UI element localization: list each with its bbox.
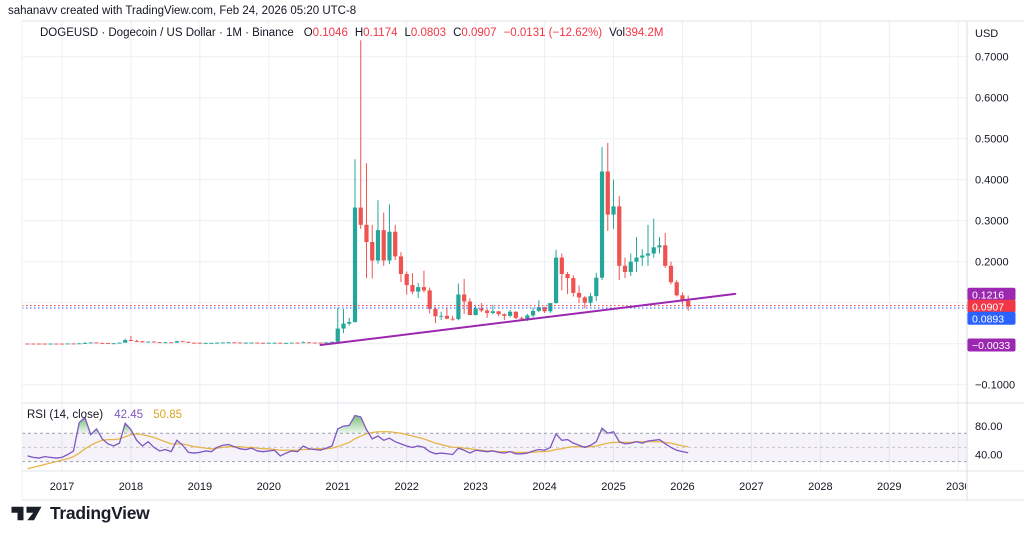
price-badge: 0.1216 (967, 287, 1016, 301)
symbol-title: DOGEUSD · Dogecoin / US Dollar · 1M · Bi… (40, 27, 294, 39)
rsi-ma-line (27, 431, 689, 470)
svg-text:2028: 2028 (808, 481, 832, 493)
svg-text:2022: 2022 (394, 481, 418, 493)
svg-text:2030: 2030 (946, 481, 970, 493)
svg-text:2020: 2020 (257, 481, 281, 493)
open-label: O (303, 27, 313, 39)
price-badge: −0.0033 (967, 338, 1016, 352)
volume-label: Vol (609, 27, 626, 39)
svg-text:2026: 2026 (670, 481, 694, 493)
trendline-drawing[interactable] (319, 292, 737, 347)
symbol-legend: DOGEUSD · Dogecoin / US Dollar · 1M · Bi… (40, 27, 670, 39)
svg-text:0.2000: 0.2000 (975, 257, 1009, 269)
ohlc-high: H0.1174 (355, 27, 398, 39)
high-label: H (354, 27, 364, 39)
price-axis-currency: USD (975, 28, 998, 40)
svg-text:−0.1000: −0.1000 (975, 380, 1015, 392)
open-value: 0.1046 (312, 27, 348, 39)
svg-text:2024: 2024 (532, 481, 556, 493)
svg-text:0.5000: 0.5000 (975, 134, 1009, 146)
svg-text:2027: 2027 (739, 481, 763, 493)
svg-text:0.4000: 0.4000 (975, 175, 1009, 187)
svg-text:0.6000: 0.6000 (975, 93, 1009, 105)
grid-lines (22, 21, 967, 471)
close-value: 0.0907 (461, 27, 497, 39)
volume: Vol394.2M (609, 27, 663, 39)
svg-text:2017: 2017 (50, 481, 74, 493)
price-lines (22, 305, 967, 309)
rsi-line (27, 414, 689, 459)
attribution-text: sahanavv created with TradingView.com, F… (8, 5, 357, 17)
rsi-title: RSI (14, close) (27, 409, 104, 421)
ohlc-open: O0.1046 (304, 27, 348, 39)
tradingview-logo-text: TradingView (50, 503, 150, 523)
rsi-legend: RSI (14, close) 42.45 50.85 (27, 409, 182, 421)
pane-borders (21, 20, 1024, 501)
svg-text:2025: 2025 (601, 481, 625, 493)
high-value: 0.1174 (363, 27, 398, 39)
svg-text:80.00: 80.00 (975, 421, 1003, 433)
rsi-axis[interactable]: 80.00 40.00 (975, 421, 1003, 461)
change-value: −0.0131 (−12.62%) (503, 27, 603, 39)
price-badge: 0.0907 (967, 299, 1016, 313)
price-axis[interactable]: USD 0.7000 0.6000 0.5000 0.4000 0.3000 0.2000 −… (975, 28, 1015, 392)
rsi-ma-value: 50.85 (153, 409, 183, 421)
svg-text:−0.0033: −0.0033 (972, 340, 1010, 352)
rsi-series (27, 414, 689, 470)
time-axis[interactable]: 2017 2018 2019 2020 2021 2022 2023 2024 2025 2026… (50, 481, 971, 493)
svg-text:2021: 2021 (326, 481, 350, 493)
low-value: 0.0803 (410, 27, 447, 39)
rsi-bands (22, 432, 967, 463)
candlestick-series (25, 40, 691, 345)
svg-text:2018: 2018 (119, 481, 143, 493)
svg-text:0.0907: 0.0907 (972, 301, 1004, 313)
svg-text:0.7000: 0.7000 (975, 52, 1009, 64)
close-label: C (453, 27, 462, 39)
rsi-value: 42.45 (114, 409, 144, 421)
low-label: L (404, 27, 411, 39)
svg-text:40.00: 40.00 (975, 450, 1003, 462)
svg-text:2023: 2023 (463, 481, 487, 493)
svg-text:2019: 2019 (188, 481, 212, 493)
ohlc-close: C0.0907 (453, 27, 497, 39)
svg-text:0.3000: 0.3000 (975, 216, 1009, 228)
price-badge: 0.0893 (967, 311, 1016, 325)
volume-value: 394.2M (625, 27, 664, 39)
svg-text:0.1216: 0.1216 (972, 289, 1004, 301)
ohlc-low: L0.0803 (405, 27, 447, 39)
tradingview-logo-icon (11, 506, 42, 521)
svg-text:2029: 2029 (877, 481, 901, 493)
svg-text:0.0893: 0.0893 (972, 313, 1004, 325)
tradingview-logo[interactable]: TradingView (10, 503, 150, 524)
